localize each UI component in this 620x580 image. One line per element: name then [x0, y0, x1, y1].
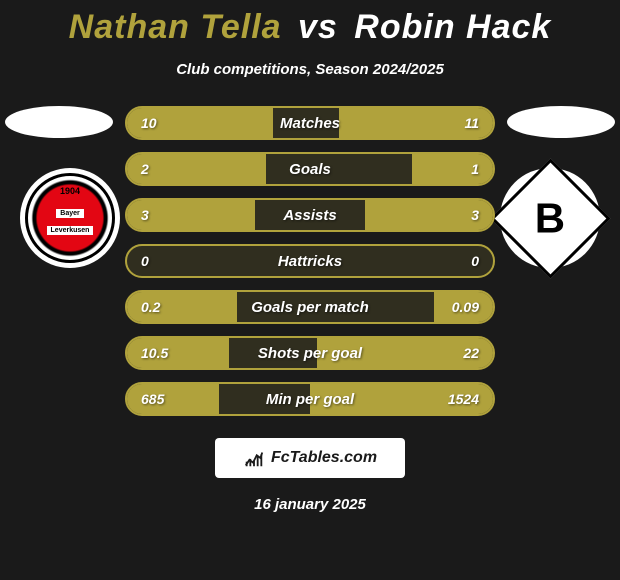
stat-label: Matches [280, 115, 340, 132]
stat-label: Goals [289, 161, 331, 178]
stat-label: Shots per goal [258, 345, 362, 362]
stat-value-left: 685 [141, 391, 164, 407]
stat-row: 685 Min per goal 1524 [125, 382, 495, 416]
stat-row: 0 Hattricks 0 [125, 244, 495, 278]
stat-value-right: 22 [463, 345, 479, 361]
stat-value-right: 1524 [448, 391, 479, 407]
stat-value-left: 10 [141, 115, 157, 131]
stat-label: Assists [283, 207, 336, 224]
leverkusen-badge: Bayer Leverkusen [25, 173, 115, 263]
stat-value-left: 3 [141, 207, 149, 223]
vs-text: vs [298, 8, 338, 46]
stat-value-left: 2 [141, 161, 149, 177]
chart-icon [243, 447, 265, 469]
stats-container: 10 Matches 11 2 Goals 1 3 Assists 3 0 Hattricks 0 0.… [125, 106, 495, 416]
stat-row: 3 Assists 3 [125, 198, 495, 232]
stat-value-right: 3 [471, 207, 479, 223]
stat-value-right: 0 [471, 253, 479, 269]
date-text: 16 january 2025 [0, 496, 620, 513]
stat-row: 10 Matches 11 [125, 106, 495, 140]
stat-label: Min per goal [266, 391, 354, 408]
ellipse-right [507, 106, 615, 138]
fctables-text: FcTables.com [271, 449, 377, 467]
stat-value-left: 0.2 [141, 299, 160, 315]
stat-row: 2 Goals 1 [125, 152, 495, 186]
stat-row: 0.2 Goals per match 0.09 [125, 290, 495, 324]
comparison-title: Nathan Tella vs Robin Hack [0, 0, 620, 47]
team-logo-left: Bayer Leverkusen [20, 168, 120, 268]
content-area: Bayer Leverkusen B 10 Matches 11 2 Goals 1 3 As… [0, 106, 620, 416]
borussia-letter: B [535, 194, 565, 242]
stat-value-right: 1 [471, 161, 479, 177]
stat-row: 10.5 Shots per goal 22 [125, 336, 495, 370]
stat-value-left: 10.5 [141, 345, 168, 361]
player-right-name: Robin Hack [354, 8, 551, 46]
player-left-name: Nathan Tella [69, 8, 282, 46]
leverkusen-text-1: Bayer [56, 209, 83, 218]
stat-fill-right [412, 154, 493, 184]
stat-value-right: 11 [464, 115, 479, 131]
leverkusen-text-2: Leverkusen [47, 226, 94, 235]
ellipse-left [5, 106, 113, 138]
stat-value-left: 0 [141, 253, 149, 269]
stat-value-right: 0.09 [452, 299, 479, 315]
stat-label: Hattricks [278, 253, 342, 270]
stat-label: Goals per match [251, 299, 369, 316]
borussia-badge: B [490, 158, 610, 278]
subtitle: Club competitions, Season 2024/2025 [0, 61, 620, 78]
team-logo-right: B [500, 168, 600, 268]
fctables-badge[interactable]: FcTables.com [215, 438, 405, 478]
